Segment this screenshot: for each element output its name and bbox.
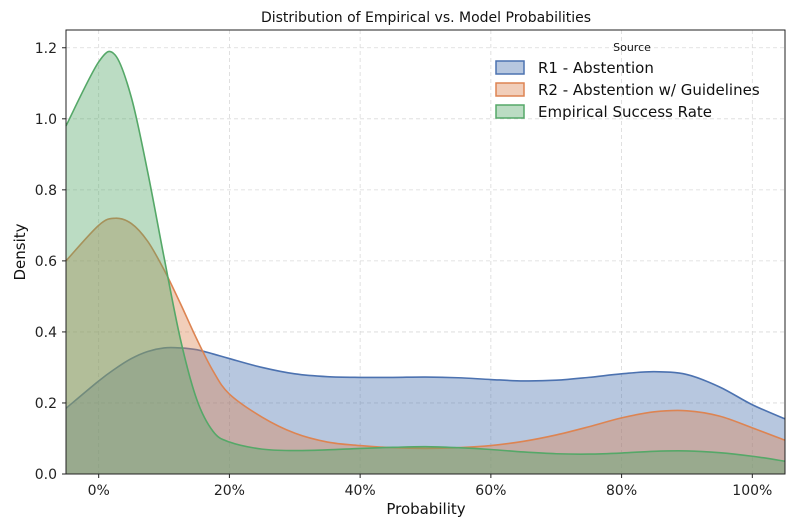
legend-swatch xyxy=(495,104,525,119)
legend: Source R1 - Abstention R2 - Abstention w/… xyxy=(495,41,760,121)
x-axis-label: Probability xyxy=(386,500,465,518)
legend-swatch xyxy=(495,60,525,75)
x-tick-label: 80% xyxy=(606,483,637,499)
y-tick-label: 1.2 xyxy=(35,41,57,57)
legend-label: R2 - Abstention w/ Guidelines xyxy=(538,81,760,99)
series-area-fill xyxy=(66,347,785,474)
x-tick-label: 40% xyxy=(345,483,376,499)
y-axis-label: Density xyxy=(11,223,29,280)
series-density-line xyxy=(65,217,786,450)
x-tick-label: 0% xyxy=(88,483,110,499)
y-tick-label: 0.0 xyxy=(35,467,57,483)
legend-label: R1 - Abstention xyxy=(538,59,654,77)
y-tick-label: 0.4 xyxy=(35,325,57,341)
plot-frame xyxy=(65,29,786,475)
legend-swatch xyxy=(495,82,525,97)
series-density-line xyxy=(65,346,786,420)
x-axis-ticks: 0% 20% 40% 60% 80% 100% xyxy=(88,474,772,499)
series-area-fill xyxy=(66,218,785,474)
legend-title: Source xyxy=(613,41,651,54)
x-tick-label: 60% xyxy=(475,483,506,499)
y-axis-ticks: 0.0 0.2 0.4 0.6 0.8 1.0 1.2 xyxy=(35,41,66,483)
y-tick-label: 0.8 xyxy=(35,183,57,199)
series-area-fill xyxy=(66,51,785,474)
y-tick-label: 0.6 xyxy=(35,254,57,270)
y-tick-label: 1.0 xyxy=(35,112,57,128)
x-tick-label: 20% xyxy=(214,483,245,499)
legend-label: Empirical Success Rate xyxy=(538,103,712,121)
density-areas xyxy=(65,50,786,474)
x-tick-label: 100% xyxy=(732,483,772,499)
chart-title: Distribution of Empirical vs. Model Prob… xyxy=(261,10,591,26)
y-tick-label: 0.2 xyxy=(35,396,57,412)
series-density-line xyxy=(65,50,786,463)
